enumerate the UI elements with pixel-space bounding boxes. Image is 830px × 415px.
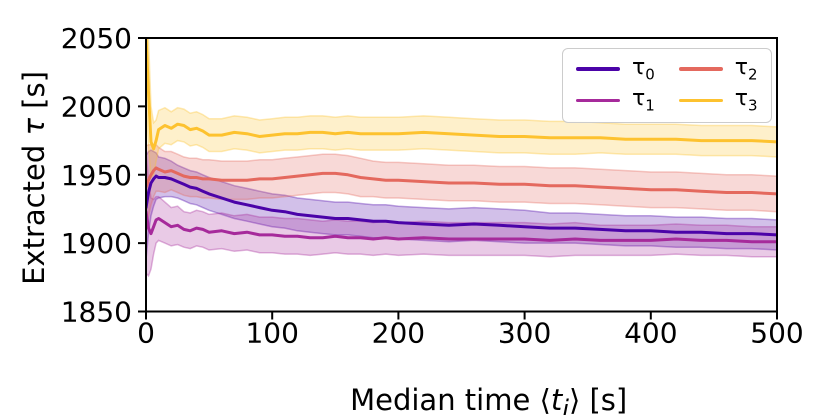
legend-label-tau2: τ2 (734, 55, 758, 84)
series-band-tau1 (146, 150, 777, 278)
x-axis-label-var: t (550, 383, 563, 415)
legend-swatch-tau0 (576, 67, 620, 71)
series-line-tau0 (146, 174, 777, 237)
legend-swatch-tau2 (678, 67, 723, 71)
series-band-tau0 (146, 149, 777, 260)
x-axis-label-unit: ⟩ [s] (568, 383, 628, 415)
legend-swatch-tau3 (678, 98, 723, 103)
legend-entry-tau1: τ1 (576, 86, 655, 115)
y-axis-label-tau: τ (17, 118, 51, 136)
y-axis-label-text: Extracted (17, 135, 51, 285)
legend-entry-tau3: τ3 (678, 86, 758, 115)
x-axis-label: Median time ⟨ti⟩ [s] (0, 349, 830, 415)
y-tick-label: 1950 (61, 159, 132, 192)
x-tick-label: 200 (372, 317, 425, 350)
y-tick-label: 2050 (61, 22, 132, 55)
x-tick-label: 500 (750, 317, 803, 350)
legend-swatch-tau1 (576, 98, 620, 103)
x-tick-label: 0 (137, 317, 155, 350)
x-tick-label: 300 (498, 317, 551, 350)
legend-label-tau0: τ0 (632, 55, 655, 84)
legend-label-tau1: τ1 (632, 86, 655, 115)
series-line-tau2 (146, 166, 777, 196)
legend-label-tau3: τ3 (734, 86, 758, 115)
x-tick-label: 100 (245, 317, 298, 350)
y-tick-label: 1850 (61, 296, 132, 329)
series-group (146, 38, 777, 278)
axis-ticks (138, 37, 778, 320)
series-band-tau2 (146, 143, 777, 229)
y-axis-label: Extracted τ [s] (17, 0, 51, 383)
legend-entry-tau2: τ2 (678, 55, 758, 84)
axis-tick-labels: 1850 1900 1950 2000 2050 0 100 200 300 400 500 (61, 22, 804, 350)
series-line-tau3 (146, 38, 777, 151)
y-tick-label: 1900 (61, 227, 132, 260)
series-line-tau1 (146, 210, 777, 244)
legend: τ0 τ1 τ2 τ3 (562, 48, 772, 123)
legend-entry-tau0: τ0 (576, 55, 655, 83)
y-tick-label: 2000 (61, 90, 132, 123)
x-axis-label-sub: i (562, 394, 569, 415)
x-tick-label: 400 (624, 317, 677, 350)
y-axis-label-unit: [s] (17, 71, 51, 119)
x-axis-label-text: Median time ⟨ (350, 383, 551, 415)
